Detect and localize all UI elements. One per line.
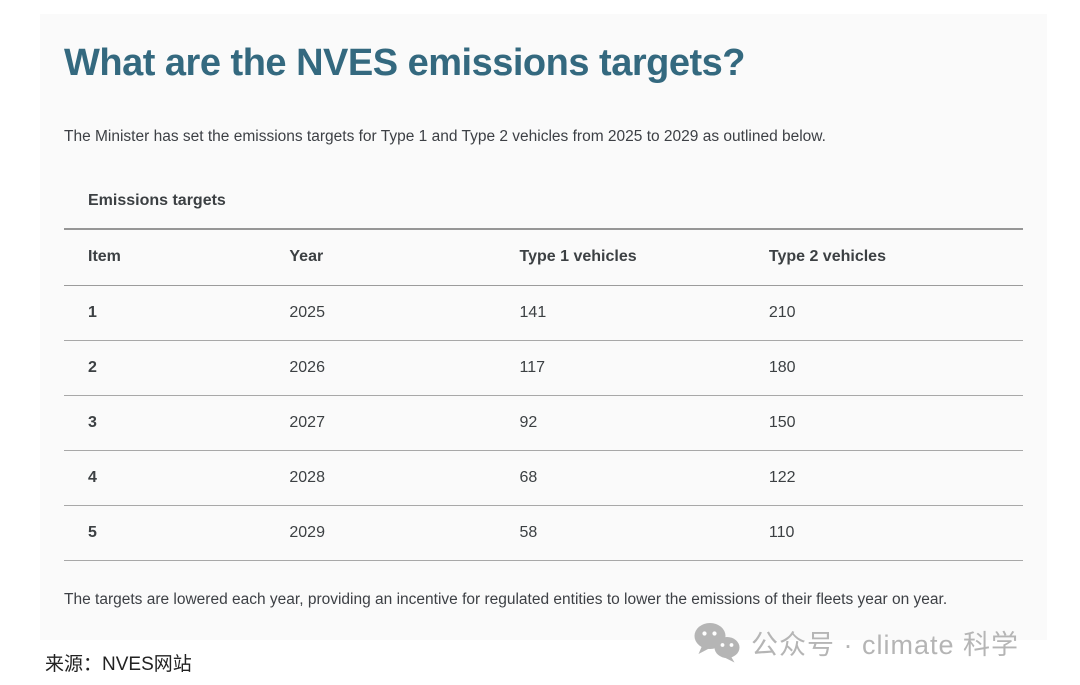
cell-type2-target: 150 <box>768 413 796 431</box>
cell-type2-target: 210 <box>768 303 796 321</box>
table-row: 5 2029 58 110 <box>64 505 1023 560</box>
watermark-text: 公众号 · climate 科学 <box>751 629 1020 660</box>
footnote-paragraph: The targets are lowered each year, provi… <box>64 590 948 608</box>
cell-item: 5 <box>88 523 97 541</box>
cell-type1-target: 92 <box>519 413 538 431</box>
cell-type2-target: 110 <box>768 523 795 541</box>
column-header-type2: Type 2 vehicles <box>768 248 886 266</box>
cell-year: 2029 <box>289 523 325 541</box>
cell-type1-target: 68 <box>519 468 538 486</box>
cell-type1-target: 141 <box>519 303 547 321</box>
content-card: What are the NVES emissions targets? The… <box>40 14 1047 640</box>
source-attribution: 来源：NVES网站 <box>45 654 192 675</box>
column-header-type1: Type 1 vehicles <box>519 248 637 266</box>
cell-type1-target: 58 <box>519 523 538 541</box>
cell-item: 4 <box>88 468 97 486</box>
cell-type2-target: 180 <box>768 358 796 376</box>
wechat-icon <box>693 621 741 663</box>
table-row: 1 2025 141 210 <box>64 285 1023 340</box>
cell-year: 2028 <box>289 468 325 486</box>
cell-type2-target: 122 <box>768 468 796 486</box>
table-caption: Emissions targets <box>88 192 226 209</box>
cell-item: 2 <box>88 358 97 376</box>
emissions-targets-table: Item Year Type 1 vehicles Type 2 vehicle… <box>64 228 1023 561</box>
cell-year: 2026 <box>289 358 325 376</box>
watermark: 公众号 · climate 科学 <box>693 621 1019 663</box>
table-row: 2 2026 117 180 <box>64 340 1023 395</box>
cell-item: 1 <box>88 303 97 321</box>
cell-type1-target: 117 <box>519 358 546 376</box>
cell-year: 2025 <box>289 303 325 321</box>
table-header-row: Item Year Type 1 vehicles Type 2 vehicle… <box>64 229 1023 285</box>
cell-item: 3 <box>88 413 97 431</box>
table-row: 4 2028 68 122 <box>64 450 1023 505</box>
cell-year: 2027 <box>289 413 325 431</box>
page-title: What are the NVES emissions targets? <box>64 42 745 84</box>
intro-paragraph: The Minister has set the emissions targe… <box>64 128 826 145</box>
column-header-item: Item <box>88 248 121 266</box>
column-header-year: Year <box>289 248 324 266</box>
table-row: 3 2027 92 150 <box>64 395 1023 450</box>
